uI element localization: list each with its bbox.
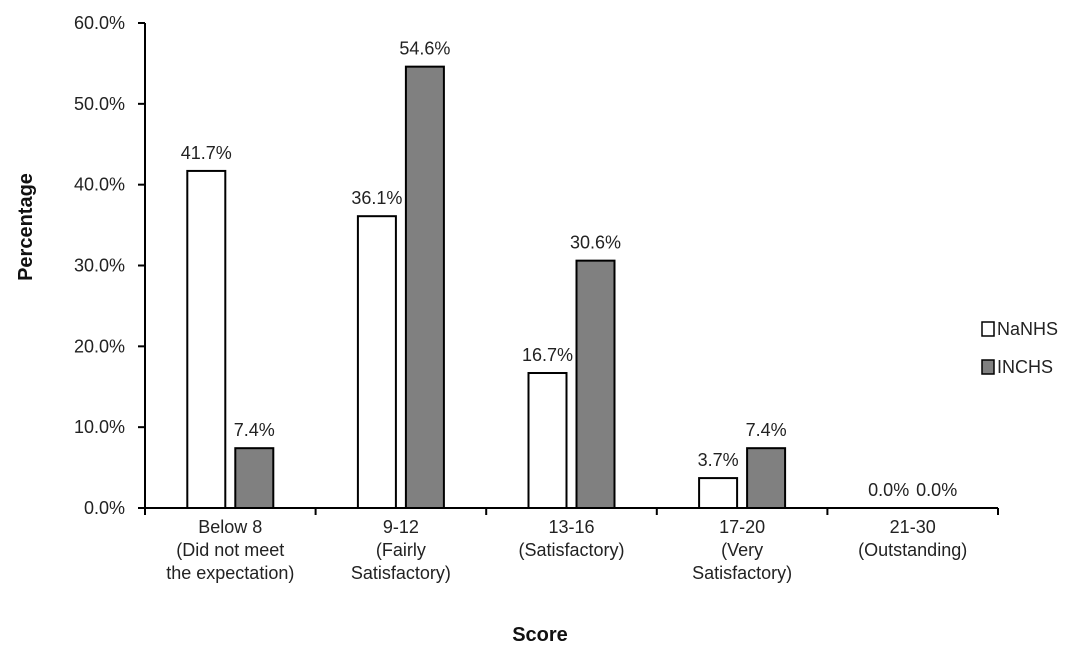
legend-label-nanhs: NaNHS xyxy=(997,319,1058,339)
category-label-line: 17-20 xyxy=(719,517,765,537)
data-label-nanhs: 3.7% xyxy=(698,450,739,470)
category-label-line: Below 8 xyxy=(198,517,262,537)
y-tick-label: 50.0% xyxy=(74,94,125,114)
data-label-inchs: 0.0% xyxy=(916,480,957,500)
y-axis-title: Percentage xyxy=(15,173,37,281)
category-label-line: 9-12 xyxy=(383,517,419,537)
x-axis-title: Score xyxy=(512,624,568,646)
bar-nanhs xyxy=(186,169,227,510)
category-label-line: (Fairly xyxy=(376,540,426,560)
data-label-nanhs: 0.0% xyxy=(868,480,909,500)
x-axis xyxy=(144,507,999,515)
y-tick-label: 20.0% xyxy=(74,336,125,356)
category-label: 17-20 (Very Satisfactory) xyxy=(692,517,792,583)
data-label-inchs: 7.4% xyxy=(746,420,787,440)
y-tick-label: 40.0% xyxy=(74,175,125,195)
bar-nanhs xyxy=(698,477,739,510)
bar-inchs xyxy=(234,447,275,509)
legend-swatch-nanhs xyxy=(981,321,995,337)
legend: NaNHS INCHS xyxy=(981,319,1058,377)
data-label-inchs: 54.6% xyxy=(399,39,450,59)
category-label-line: (Did not meet xyxy=(176,540,284,560)
category-label-line: (Outstanding) xyxy=(858,540,967,560)
y-tick-label: 60.0% xyxy=(74,13,125,33)
bar-inchs xyxy=(404,65,445,510)
category-label-line: the expectation) xyxy=(166,563,294,583)
bar-nanhs xyxy=(527,372,568,509)
bar-nanhs xyxy=(356,215,397,509)
data-label-inchs: 7.4% xyxy=(234,420,275,440)
bar-inchs xyxy=(575,259,616,509)
y-tick-label: 30.0% xyxy=(74,256,125,276)
category-label-line: 13-16 xyxy=(548,517,594,537)
category-label: 9-12 (Fairly Satisfactory) xyxy=(351,517,451,583)
data-label-inchs: 30.6% xyxy=(570,233,621,253)
category-label-line: (Satisfactory) xyxy=(518,540,624,560)
category-label: 13-16 (Satisfactory) xyxy=(518,517,624,560)
category-label-line: Satisfactory) xyxy=(351,563,451,583)
data-label-nanhs: 16.7% xyxy=(522,345,573,365)
category-label: 21-30 (Outstanding) xyxy=(858,517,967,560)
category-labels: Below 8 (Did not meet the expectation) 9-12… xyxy=(166,517,967,583)
data-labels: 41.7% 7.4% 36.1% 54.6% 16.7% 30.6% 3.7% 7.4% 0.0… xyxy=(181,39,957,500)
legend-swatch-inchs xyxy=(981,359,995,375)
category-label: Below 8 (Did not meet the expectation) xyxy=(166,517,294,583)
bar-inchs xyxy=(746,447,787,509)
y-tick-label: 0.0% xyxy=(84,498,125,518)
legend-label-inchs: INCHS xyxy=(997,357,1053,377)
category-label-line: Satisfactory) xyxy=(692,563,792,583)
bars xyxy=(186,65,787,510)
data-label-nanhs: 41.7% xyxy=(181,143,232,163)
category-label-line: (Very xyxy=(721,540,763,560)
y-tick-label: 10.0% xyxy=(74,417,125,437)
category-label-line: 21-30 xyxy=(890,517,936,537)
data-label-nanhs: 36.1% xyxy=(351,188,402,208)
y-axis: 0.0% 10.0% 20.0% 30.0% 40.0% 50.0% 60.0% xyxy=(74,13,146,518)
